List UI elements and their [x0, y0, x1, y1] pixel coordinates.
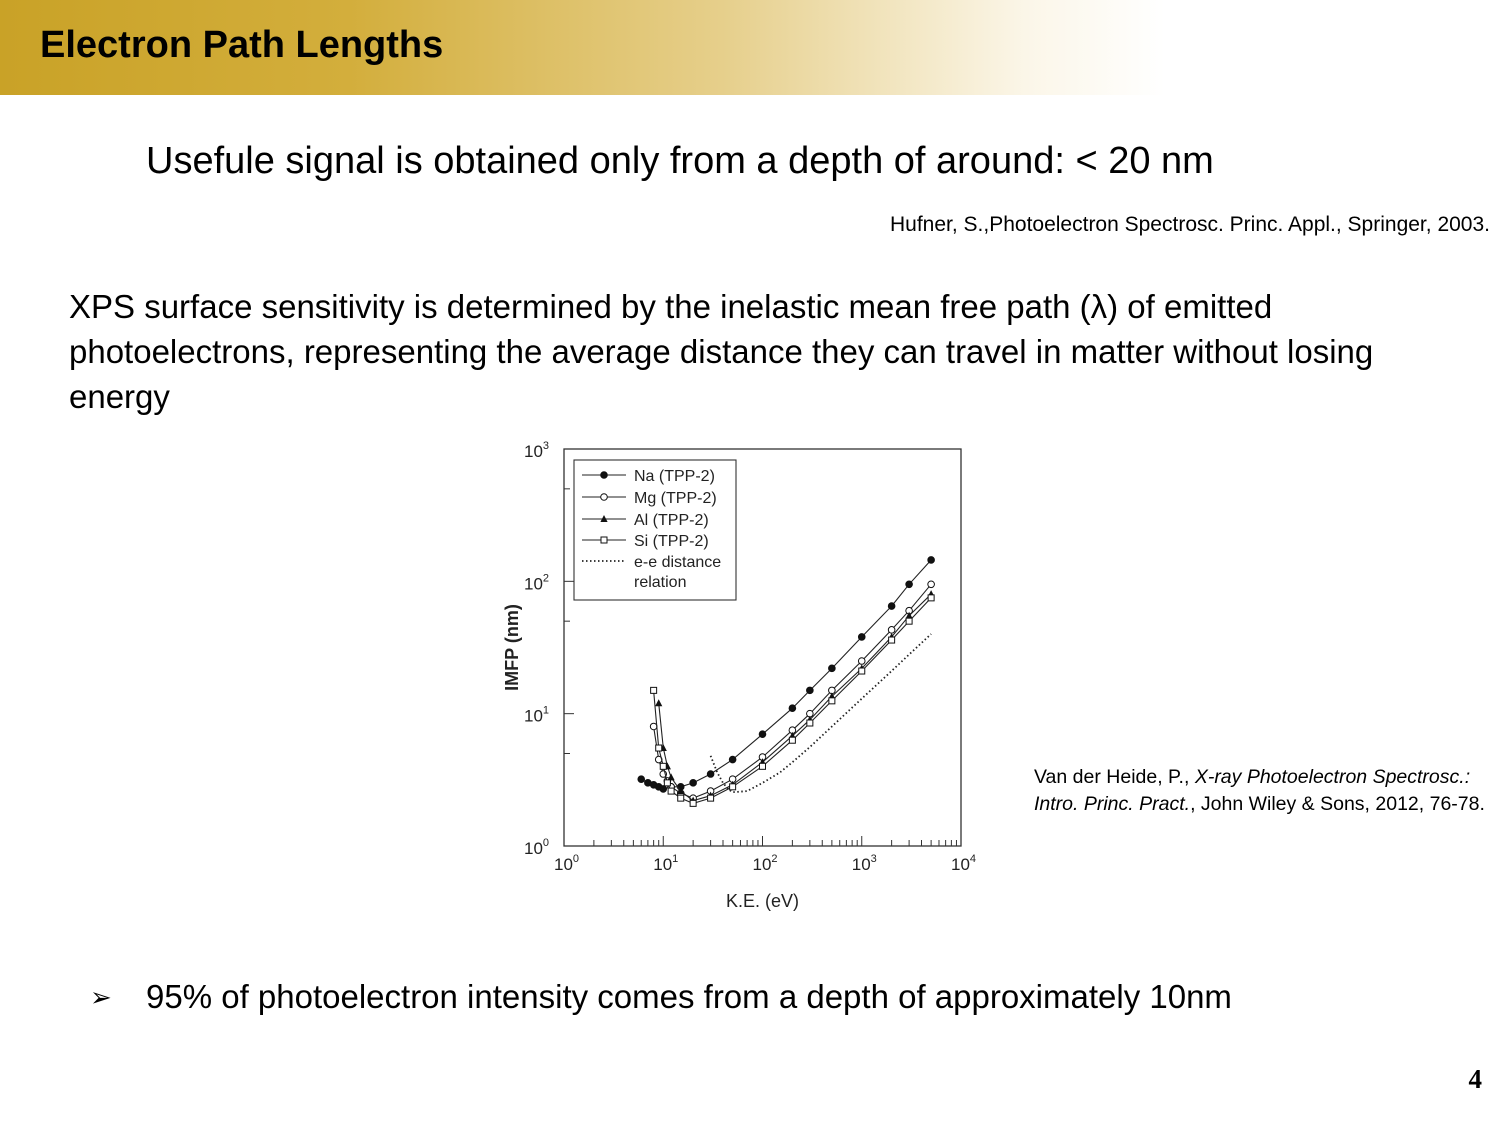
y-axis-label: IMFP (nm): [502, 604, 522, 691]
y-tick-label: 103: [524, 440, 549, 461]
series-line: [653, 583, 932, 799]
data-point: [905, 580, 913, 589]
x-tick-exp: 1: [672, 853, 678, 865]
data-point: [728, 755, 737, 764]
data-point: [689, 779, 697, 787]
data-point: [600, 536, 608, 544]
x-tick-exp: 3: [871, 853, 877, 865]
data-point: [600, 515, 608, 522]
series-3: [650, 594, 935, 807]
data-point: [828, 664, 836, 673]
y-tick-exp: 3: [543, 440, 549, 452]
bullet-item: ➢ 95% of photoelectron intensity comes fr…: [90, 978, 1232, 1016]
title-bar: [0, 0, 1165, 95]
series-1: [649, 580, 935, 802]
data-point: [707, 794, 715, 802]
legend-label: relation: [634, 574, 686, 591]
legend-label: Mg (TPP-2): [634, 490, 717, 507]
reference-authors: Van der Heide, P.,: [1034, 766, 1195, 788]
y-tick-label: 102: [524, 572, 549, 593]
reference-van-der-heide: Van der Heide, P., X-ray Photoelectron S…: [1034, 764, 1494, 818]
data-point: [927, 594, 935, 602]
y-tick-label: 100: [524, 837, 549, 858]
reference-title: X-ray Photoelectron Spectrosc.: Intro. P…: [1034, 766, 1471, 815]
data-point: [649, 722, 658, 731]
data-point: [788, 704, 797, 712]
slide-title: Electron Path Lengths: [40, 24, 444, 66]
data-point: [828, 697, 836, 705]
data-point: [655, 744, 663, 752]
data-point: [600, 471, 608, 479]
data-point: [677, 794, 685, 802]
data-point: [858, 667, 866, 675]
data-point: [927, 556, 935, 564]
data-point: [806, 686, 814, 695]
x-tick-label: 101: [653, 853, 678, 874]
y-tick-label: 101: [524, 705, 549, 726]
data-point: [887, 602, 896, 610]
x-tick-exp: 0: [573, 853, 579, 865]
data-point: [905, 611, 913, 619]
series-line: [709, 633, 932, 794]
y-tick-exp: 1: [543, 705, 549, 717]
arrow-bullet-icon: ➢: [90, 982, 112, 1012]
data-point: [667, 787, 675, 795]
bullet-text: 95% of photoelectron intensity comes fro…: [146, 978, 1232, 1015]
legend-label: Al (TPP-2): [634, 512, 709, 529]
data-point: [650, 686, 658, 694]
x-tick-label: 102: [753, 853, 778, 874]
reference-hufner: Hufner, S.,Photoelectron Spectrosc. Prin…: [889, 213, 1490, 236]
page-number: 4: [1468, 1064, 1483, 1094]
x-tick-exp: 2: [771, 853, 777, 865]
reference-rest: , John Wiley & Sons, 2012, 76-78.: [1190, 793, 1485, 815]
data-point: [857, 657, 866, 665]
data-point: [888, 636, 896, 644]
y-tick-exp: 2: [543, 572, 549, 584]
data-point: [729, 783, 737, 791]
x-tick-label: 100: [554, 853, 579, 874]
data-point: [759, 762, 766, 770]
subtitle: Usefule signal is obtained only from a d…: [146, 140, 1214, 182]
data-point: [905, 617, 913, 625]
x-tick-exp: 4: [970, 853, 976, 865]
data-point: [659, 762, 667, 770]
data-point: [706, 770, 715, 778]
x-tick-label: 104: [951, 853, 976, 874]
legend: Na (TPP-2) Mg (TPP-2) Al (TPP-2) Si (TPP-2)…: [573, 459, 737, 601]
data-point: [677, 787, 685, 795]
x-tick-label: 103: [852, 853, 877, 874]
x-axis-label: K.E. (eV): [726, 891, 799, 911]
series-2: [655, 590, 935, 804]
legend-label: Na (TPP-2): [634, 468, 715, 485]
data-point: [667, 773, 675, 781]
data-point: [857, 633, 866, 641]
data-point: [758, 730, 767, 738]
series-0: [637, 556, 935, 793]
legend-label: Si (TPP-2): [634, 533, 709, 550]
paragraph: XPS surface sensitivity is determined by…: [69, 288, 1374, 415]
legend-label: e-e distance: [634, 554, 721, 571]
data-point: [663, 779, 671, 787]
data-point: [788, 736, 796, 744]
series-4: [709, 633, 932, 794]
data-point: [659, 785, 668, 793]
data-point: [637, 775, 646, 783]
data-point: [655, 699, 663, 707]
series-line: [658, 593, 932, 802]
data-point: [887, 626, 896, 634]
data-point: [927, 580, 935, 589]
legend-box: [573, 459, 737, 601]
data-point: [689, 799, 697, 807]
data-point: [806, 719, 814, 727]
data-point: [600, 493, 608, 501]
y-tick-exp: 0: [543, 837, 549, 849]
